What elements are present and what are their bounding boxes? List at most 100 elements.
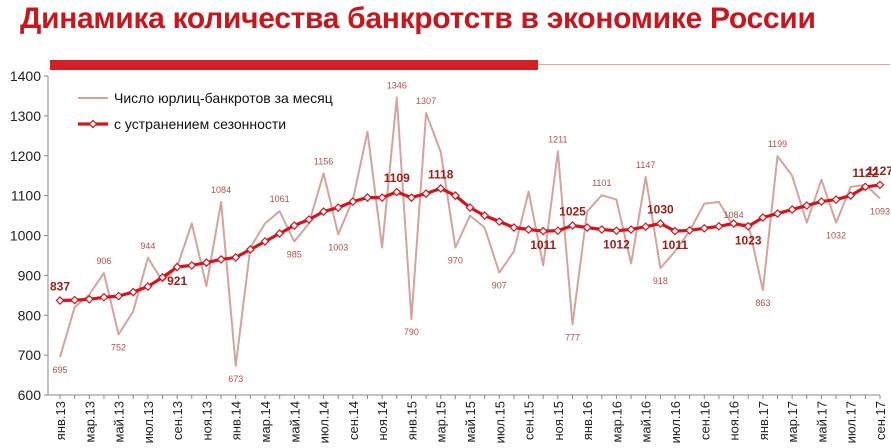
data-label-monthly: 907 (492, 281, 507, 291)
data-label-monthly: 863 (755, 298, 770, 308)
data-point-seasonal (421, 189, 431, 199)
data-point-seasonal (99, 292, 109, 302)
x-tick-label: ноя.16 (727, 401, 742, 441)
data-point-seasonal (319, 207, 329, 217)
data-point-seasonal (70, 295, 80, 305)
x-tick-label: май.14 (287, 401, 302, 443)
data-label-monthly: 695 (52, 365, 67, 375)
x-tick-label: май.17 (814, 401, 829, 443)
data-point-seasonal (333, 203, 343, 213)
data-point-seasonal (860, 182, 870, 192)
data-point-seasonal (289, 221, 299, 230)
y-tick-label: 900 (18, 267, 42, 283)
data-label-seasonal: 1127 (867, 164, 891, 178)
data-point-seasonal (216, 254, 226, 264)
y-tick-label: 800 (18, 307, 42, 323)
x-tick-label: июл.16 (668, 401, 683, 443)
data-label-monthly: 1084 (724, 210, 744, 220)
data-label-seasonal: 1011 (530, 238, 556, 252)
data-label-monthly: 1093 (870, 206, 890, 216)
data-label-monthly: 906 (96, 256, 111, 266)
data-label-monthly: 752 (111, 342, 126, 352)
data-point-seasonal (406, 193, 416, 203)
data-label-monthly: 1211 (548, 134, 567, 144)
data-point-seasonal (55, 296, 65, 305)
data-point-seasonal (758, 213, 768, 223)
data-point-seasonal (597, 225, 607, 234)
x-tick-label: сен.17 (873, 401, 888, 440)
data-point-seasonal (641, 222, 651, 232)
chart-legend: Число юрлиц-банкротов за месяц с устранен… (78, 90, 333, 132)
data-label-monthly: 673 (228, 374, 243, 384)
data-point-seasonal (260, 237, 270, 246)
data-point-seasonal (846, 191, 856, 201)
data-label-seasonal: 921 (167, 274, 187, 288)
data-point-seasonal (670, 226, 680, 236)
x-tick-label: сен.13 (170, 401, 185, 440)
legend-marker-seasonal (88, 119, 98, 129)
data-point-seasonal (553, 226, 563, 236)
data-point-seasonal (875, 180, 885, 190)
x-tick-label: июл.13 (141, 401, 156, 443)
x-tick-label: мар.16 (609, 401, 624, 442)
data-point-seasonal (465, 203, 475, 213)
x-tick-label: мар.13 (82, 401, 97, 442)
data-point-seasonal (773, 209, 782, 219)
data-label-seasonal: 1025 (559, 205, 586, 219)
data-label-monthly: 1199 (768, 139, 787, 149)
data-point-seasonal (84, 294, 94, 304)
data-point-seasonal (816, 197, 826, 207)
x-tick-label: мар.14 (258, 401, 273, 442)
data-label-seasonal: 1030 (647, 203, 674, 217)
data-label-monthly: 1061 (270, 194, 290, 204)
data-point-seasonal (187, 260, 197, 270)
data-point-seasonal (494, 217, 504, 226)
x-tick-label: сен.15 (522, 401, 537, 440)
data-point-seasonal (128, 287, 138, 297)
data-point-seasonal (392, 187, 402, 197)
x-tick-label: мар.17 (785, 401, 800, 442)
y-tick-label: 1200 (10, 148, 41, 164)
x-tick-label: мар.15 (434, 401, 449, 442)
data-point-seasonal (831, 195, 841, 205)
data-point-seasonal (114, 291, 124, 301)
data-label-monthly: 1032 (826, 231, 846, 241)
x-tick-label: ноя.13 (199, 401, 214, 441)
data-label-monthly: 985 (287, 249, 302, 259)
data-point-seasonal (377, 193, 387, 203)
data-label-seasonal: 1122 (852, 166, 878, 180)
data-point-seasonal (436, 183, 446, 193)
data-label-monthly: 1156 (314, 156, 333, 166)
data-point-seasonal (143, 282, 153, 291)
x-tick-label: янв.16 (580, 401, 595, 440)
data-label-seasonal: 1109 (384, 171, 410, 185)
data-point-seasonal (245, 245, 255, 254)
legend-label-seasonal: с устранением сезонности (114, 116, 286, 132)
x-tick-label: янв.15 (404, 401, 419, 440)
x-tick-label: май.15 (463, 401, 478, 443)
chart-title: Динамика количества банкротств в экономи… (20, 2, 816, 35)
data-label-seasonal: 1118 (428, 167, 454, 181)
y-tick-label: 700 (18, 347, 42, 363)
x-tick-label: сен.16 (697, 401, 712, 440)
x-tick-label: ноя.15 (551, 401, 566, 441)
data-point-seasonal (450, 191, 460, 201)
y-tick-label: 1300 (10, 108, 41, 124)
data-point-seasonal (538, 226, 548, 236)
data-label-monthly: 1101 (592, 178, 611, 188)
data-point-seasonal (611, 226, 621, 236)
data-label-monthly: 777 (565, 332, 580, 342)
data-label-seasonal: 1023 (735, 233, 762, 247)
title-underline-thin (538, 64, 890, 65)
data-point-seasonal (201, 258, 211, 268)
data-label-monthly: 1003 (328, 242, 348, 252)
data-point-seasonal (582, 223, 592, 232)
series-seasonally-adjusted: 837 921 1109 1118 1011 1025 1012 1030 1011 1023 11… (50, 164, 891, 305)
series-monthly: 695 906 752 944 1084 673 1061 985 1156 1003 1346 79… (52, 81, 890, 384)
data-point-seasonal (304, 215, 314, 224)
data-point-seasonal (524, 225, 534, 234)
chart-axes: 600 700 800 900 1000 1100 1200 1300 1400 янв.13 ма… (10, 68, 888, 443)
data-label-monthly: 1147 (636, 160, 655, 170)
data-label-seasonal: 837 (50, 279, 70, 293)
y-tick-label: 600 (18, 387, 42, 403)
